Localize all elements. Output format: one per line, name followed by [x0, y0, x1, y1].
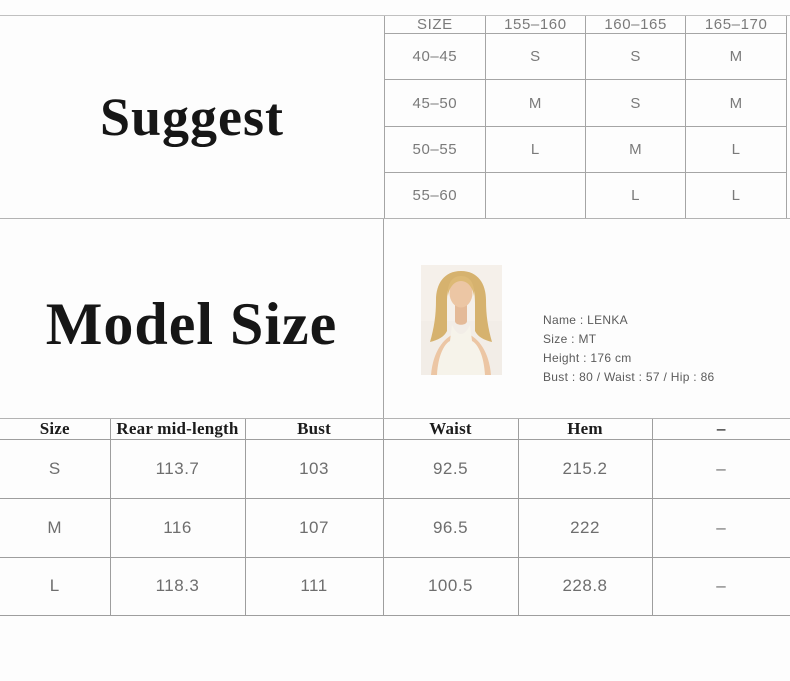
- size-chart-header: SIZE: [384, 15, 486, 34]
- measurement-header-row: Size Rear mid-length Bust Waist Hem –: [0, 418, 790, 440]
- model-name-line: Name : LENKA: [543, 313, 628, 327]
- size-cell: S: [584, 32, 687, 81]
- measurement-table: Size Rear mid-length Bust Waist Hem – S …: [0, 418, 790, 616]
- size-cell: L: [584, 172, 687, 219]
- measurement-cell: 111: [244, 556, 384, 616]
- size-cell: M: [584, 125, 687, 174]
- suggest-title: Suggest: [99, 87, 285, 147]
- size-label-cell: S: [0, 439, 111, 499]
- model-size-section: Model Size: [0, 219, 790, 418]
- weight-range-cell: 55–60: [384, 172, 486, 219]
- measurement-cell: 100.5: [382, 556, 519, 616]
- model-size-title: Model Size: [45, 290, 338, 357]
- measurement-row: L 118.3 111 100.5 228.8 –: [0, 556, 790, 616]
- model-height-line: Height : 176 cm: [543, 351, 632, 365]
- size-chart-row: 40–45 S S M: [384, 32, 787, 81]
- measurement-cell: 103: [244, 439, 384, 499]
- height-size-chart: SIZE 155–160 160–165 165–170 40–45 S S M…: [384, 15, 787, 219]
- size-label-cell: M: [0, 497, 111, 558]
- model-info-block: Name : LENKA Size : MT Height : 176 cm B…: [543, 311, 715, 387]
- footer-space: [0, 616, 790, 681]
- size-cell: L: [484, 125, 587, 174]
- model-heading-cell: Model Size: [0, 219, 384, 418]
- model-size-line: Size : MT: [543, 332, 597, 346]
- size-chart-header: 155–160: [484, 15, 587, 34]
- measurement-header: Size: [0, 418, 111, 440]
- measurement-header: Rear mid-length: [109, 418, 246, 440]
- size-cell: L: [685, 172, 787, 219]
- measurement-row: M 116 107 96.5 222 –: [0, 497, 790, 558]
- size-chart-row: 55–60 L L: [384, 172, 787, 219]
- model-content: Name : LENKA Size : MT Height : 176 cm B…: [384, 219, 790, 418]
- size-cell: L: [685, 125, 787, 174]
- measurement-cell: 228.8: [517, 556, 653, 616]
- size-label-cell: L: [0, 556, 111, 616]
- size-cell: [484, 172, 587, 219]
- size-chart-header-row: SIZE 155–160 160–165 165–170: [384, 15, 787, 34]
- model-photo-illustration: [421, 265, 502, 375]
- size-cell: S: [584, 79, 687, 127]
- measurement-cell: 118.3: [109, 556, 246, 616]
- size-cell: S: [484, 32, 587, 81]
- size-cell: M: [685, 79, 787, 127]
- size-cell: M: [685, 32, 787, 81]
- top-spacer: [0, 0, 790, 15]
- measurement-cell: 92.5: [382, 439, 519, 499]
- measurement-cell: 113.7: [109, 439, 246, 499]
- measurement-header: Waist: [382, 418, 519, 440]
- suggest-section: Suggest SIZE 155–160 160–165 165–170 40–…: [0, 15, 790, 219]
- measurement-cell: 107: [244, 497, 384, 558]
- size-chart-header: 160–165: [584, 15, 687, 34]
- size-chart-row: 50–55 L M L: [384, 125, 787, 174]
- measurement-header: –: [651, 418, 790, 440]
- measurement-cell: 222: [517, 497, 653, 558]
- measurement-header: Hem: [517, 418, 653, 440]
- model-body-line: Bust : 80 / Waist : 57 / Hip : 86: [543, 370, 715, 384]
- size-cell: M: [484, 79, 587, 127]
- measurement-cell: 116: [109, 497, 246, 558]
- measurement-row: S 113.7 103 92.5 215.2 –: [0, 439, 790, 499]
- size-chart-row: 45–50 M S M: [384, 79, 787, 127]
- weight-range-cell: 40–45: [384, 32, 486, 81]
- measurement-cell: 96.5: [382, 497, 519, 558]
- measurement-header: Bust: [244, 418, 384, 440]
- model-photo: [421, 265, 502, 375]
- weight-range-cell: 45–50: [384, 79, 486, 127]
- measurement-cell: 215.2: [517, 439, 653, 499]
- measurement-cell: –: [651, 556, 790, 616]
- measurement-cell: –: [651, 497, 790, 558]
- measurement-cell: –: [651, 439, 790, 499]
- weight-range-cell: 50–55: [384, 125, 486, 174]
- size-chart-header: 165–170: [685, 15, 787, 34]
- suggest-heading-cell: Suggest: [0, 16, 384, 218]
